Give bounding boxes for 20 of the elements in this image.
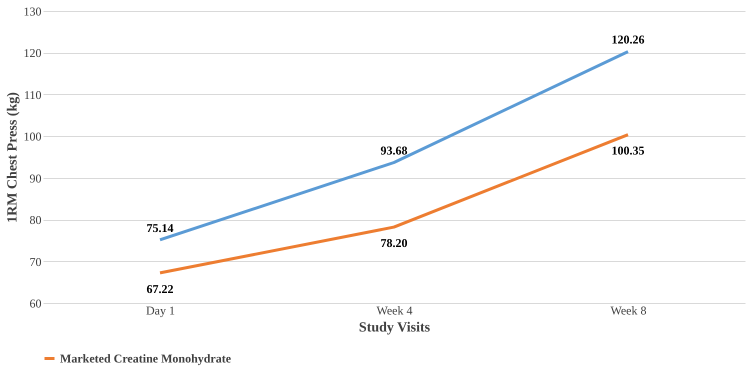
y-tick-label: 60 (30, 296, 42, 310)
data-label: 93.68 (380, 144, 408, 158)
data-label: 75.14 (146, 220, 174, 235)
y-tick-label: 90 (30, 171, 42, 186)
x-tick-label: Week 4 (376, 304, 413, 318)
y-tick-label: 110 (24, 88, 42, 102)
x-axis-title: Study Visits (358, 320, 431, 336)
y-tick-label: 130 (24, 4, 42, 18)
x-tick-label: Week 8 (610, 304, 647, 318)
y-tick-label: 120 (24, 46, 42, 60)
x-tick-label: Day 1 (146, 304, 175, 318)
y-axis-title: 1RM Chest Press (kg) (6, 92, 20, 223)
y-tick-label: 70 (30, 254, 42, 269)
y-tick-label: 100 (24, 130, 42, 144)
data-label: 100.35 (612, 144, 644, 158)
data-label: 67.22 (146, 282, 174, 296)
data-label: 78.20 (380, 236, 408, 250)
legend-label: Marketed Creatine Monohydrate (60, 352, 232, 366)
data-label: 120.26 (612, 32, 644, 47)
y-tick-label: 80 (30, 213, 42, 228)
